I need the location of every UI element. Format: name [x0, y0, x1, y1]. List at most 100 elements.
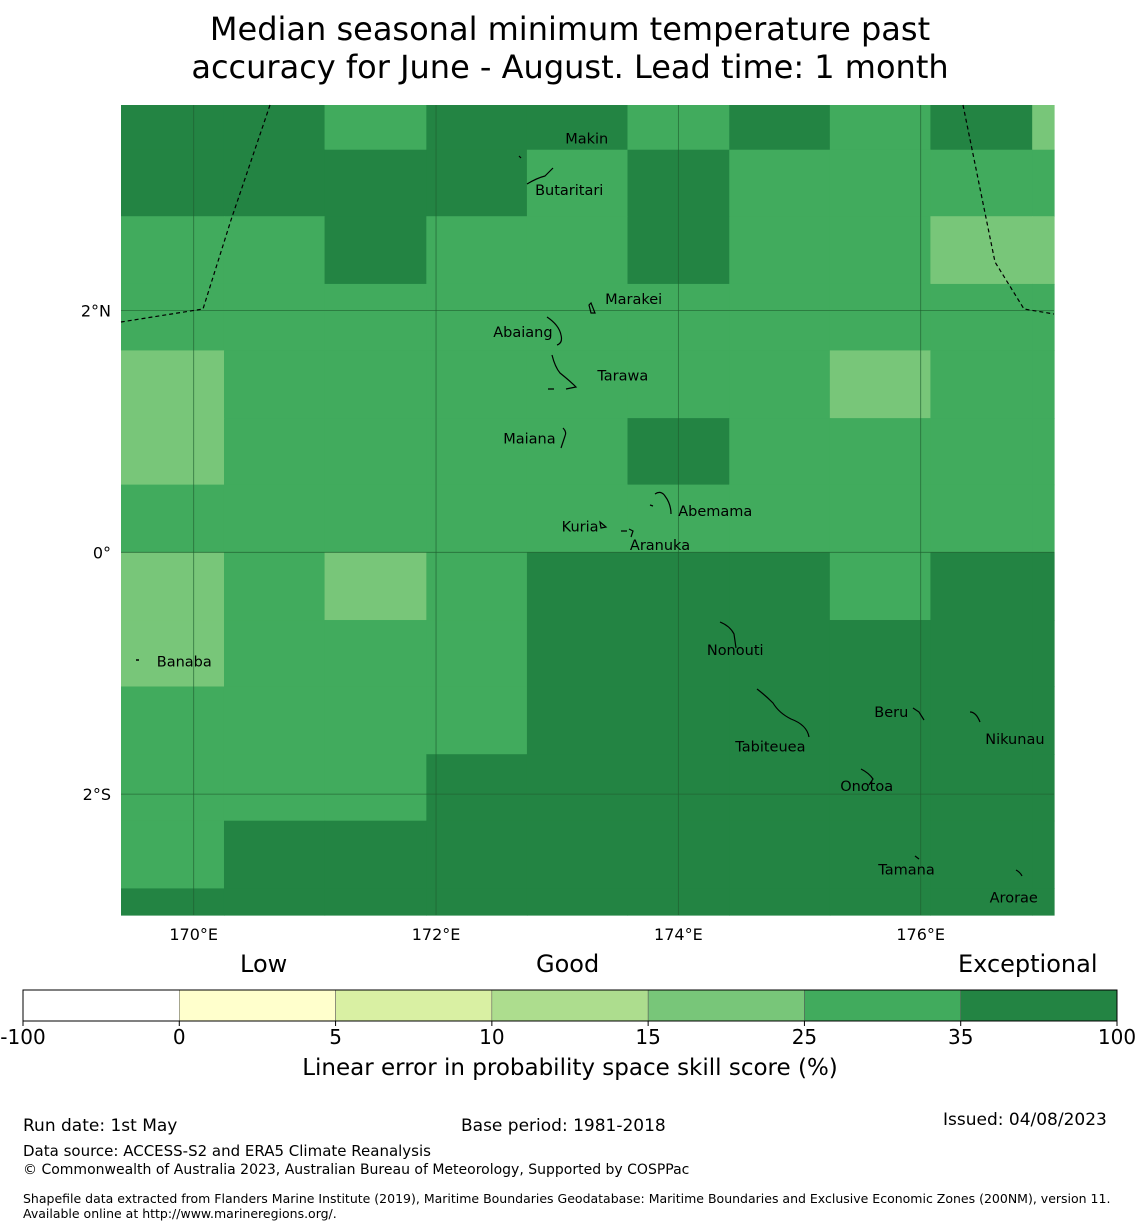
island-shape-makin — [518, 155, 522, 159]
grid-cell — [526, 484, 629, 553]
grid-cell — [930, 484, 1033, 553]
island-label: Tarawa — [596, 369, 648, 385]
colorbar-category-good: Good — [536, 950, 600, 978]
grid-cell — [223, 620, 326, 688]
grid-cell — [223, 216, 326, 285]
base-period: Base period: 1981-2018 — [461, 1116, 666, 1136]
axis-ticks: 170°E 172°E 174°E 176°E 2°N 0° 2°S — [81, 302, 945, 944]
colorbar-tick-label: 10 — [479, 1025, 504, 1049]
island-label: Abaiang — [493, 325, 552, 341]
grid-cell — [324, 888, 427, 916]
grid-cell — [729, 820, 831, 890]
grid-cell — [526, 350, 629, 419]
colorbar-category-exceptional: Exceptional — [958, 950, 1098, 978]
grid-cell — [426, 552, 528, 621]
colorbar-swatch — [647, 989, 805, 1022]
grid-cell — [729, 754, 831, 822]
island-label: Butaritari — [535, 183, 603, 199]
grid-cell — [526, 686, 629, 755]
colorbar-tick-label: 0 — [173, 1025, 186, 1049]
grid-cell — [729, 686, 831, 755]
island-label: Nonouti — [707, 643, 764, 659]
grid-cell — [829, 105, 932, 151]
island-label: Maiana — [503, 431, 555, 447]
grid-cell — [1032, 820, 1055, 890]
colorbar-tick-label: 100 — [1098, 1025, 1136, 1049]
grid-cell — [426, 820, 528, 890]
island-shape-maiana — [560, 427, 567, 449]
grid-cell — [930, 418, 1033, 486]
grid-cell — [1032, 552, 1055, 621]
colorbar-title: Linear error in probability space skill … — [302, 1055, 838, 1081]
grid-cell — [223, 283, 326, 352]
grid-cell — [426, 105, 528, 151]
grid-cell — [1032, 484, 1055, 553]
grid-cell — [1032, 754, 1055, 822]
island-shape-nonouti — [719, 621, 737, 649]
grid-cell — [223, 820, 326, 890]
colorbar-swatch — [179, 989, 336, 1022]
eez-boundary-east — [962, 104, 1055, 315]
lat-tick-label: 2°N — [81, 302, 111, 321]
lon-tick-label: 174°E — [654, 925, 703, 944]
grid-cell — [324, 216, 427, 285]
grid-cell — [829, 552, 932, 621]
grid-cell — [223, 418, 326, 486]
island-outlines — [136, 155, 1023, 877]
grid-cell — [426, 350, 528, 419]
grid-cell — [526, 149, 629, 217]
grid-cell — [829, 484, 932, 553]
grid-cell — [829, 820, 932, 890]
grid-cell — [223, 686, 326, 755]
colorbar-swatch — [491, 989, 649, 1022]
grid-cell — [324, 620, 427, 688]
grid-cell — [121, 283, 225, 352]
grid-cell — [1032, 686, 1055, 755]
colorbar-swatch — [960, 989, 1118, 1022]
island-shape-arorae — [1015, 869, 1023, 877]
grid-cell — [121, 754, 225, 822]
grid-cell — [829, 754, 932, 822]
grid-cell — [526, 754, 629, 822]
grid-cell — [729, 484, 831, 553]
island-label: Nikunau — [985, 732, 1044, 748]
grid-cell — [324, 820, 427, 890]
colorbar-tick-label: -100 — [0, 1025, 45, 1049]
island-shape-abaiang — [546, 316, 563, 346]
grid-cell — [121, 888, 225, 916]
grid-cell — [324, 105, 427, 151]
grid-cell — [526, 820, 629, 890]
grid-cell — [324, 283, 427, 352]
lon-tick-label: 172°E — [412, 925, 461, 944]
island-label: Tamana — [877, 863, 934, 879]
grid-cell — [426, 283, 528, 352]
grid-cell — [930, 754, 1033, 822]
colorbar-tick-label: 5 — [329, 1025, 342, 1049]
grid-cell — [829, 888, 932, 916]
island-shape-beru — [912, 707, 925, 721]
colorbar-tick-label: 25 — [792, 1025, 817, 1049]
grid-cell — [930, 820, 1033, 890]
grid-cell — [324, 754, 427, 822]
grid-cell — [729, 216, 831, 285]
island-shape-abemama — [649, 491, 672, 515]
grid-cell — [930, 283, 1033, 352]
grid-cell — [729, 149, 831, 217]
grid-cell — [223, 754, 326, 822]
grid-cell — [324, 418, 427, 486]
shapefile-credit: Shapefile data extracted from Flanders M… — [23, 1191, 1111, 1221]
island-shape-marakei — [588, 301, 596, 314]
grid-cell — [930, 552, 1033, 621]
map-title-line2: accuracy for June - August. Lead time: 1… — [191, 48, 949, 86]
grid-cell — [1032, 418, 1055, 486]
grid-cell — [121, 620, 225, 688]
grid-cell — [526, 620, 629, 688]
island-shape-tarawa — [548, 354, 578, 390]
grid-cell — [426, 149, 528, 217]
grid-cell — [223, 888, 326, 916]
grid-cell — [223, 149, 326, 217]
grid-cell — [121, 484, 225, 553]
grid-cell — [1032, 888, 1055, 916]
colorbar-swatch — [804, 989, 961, 1022]
